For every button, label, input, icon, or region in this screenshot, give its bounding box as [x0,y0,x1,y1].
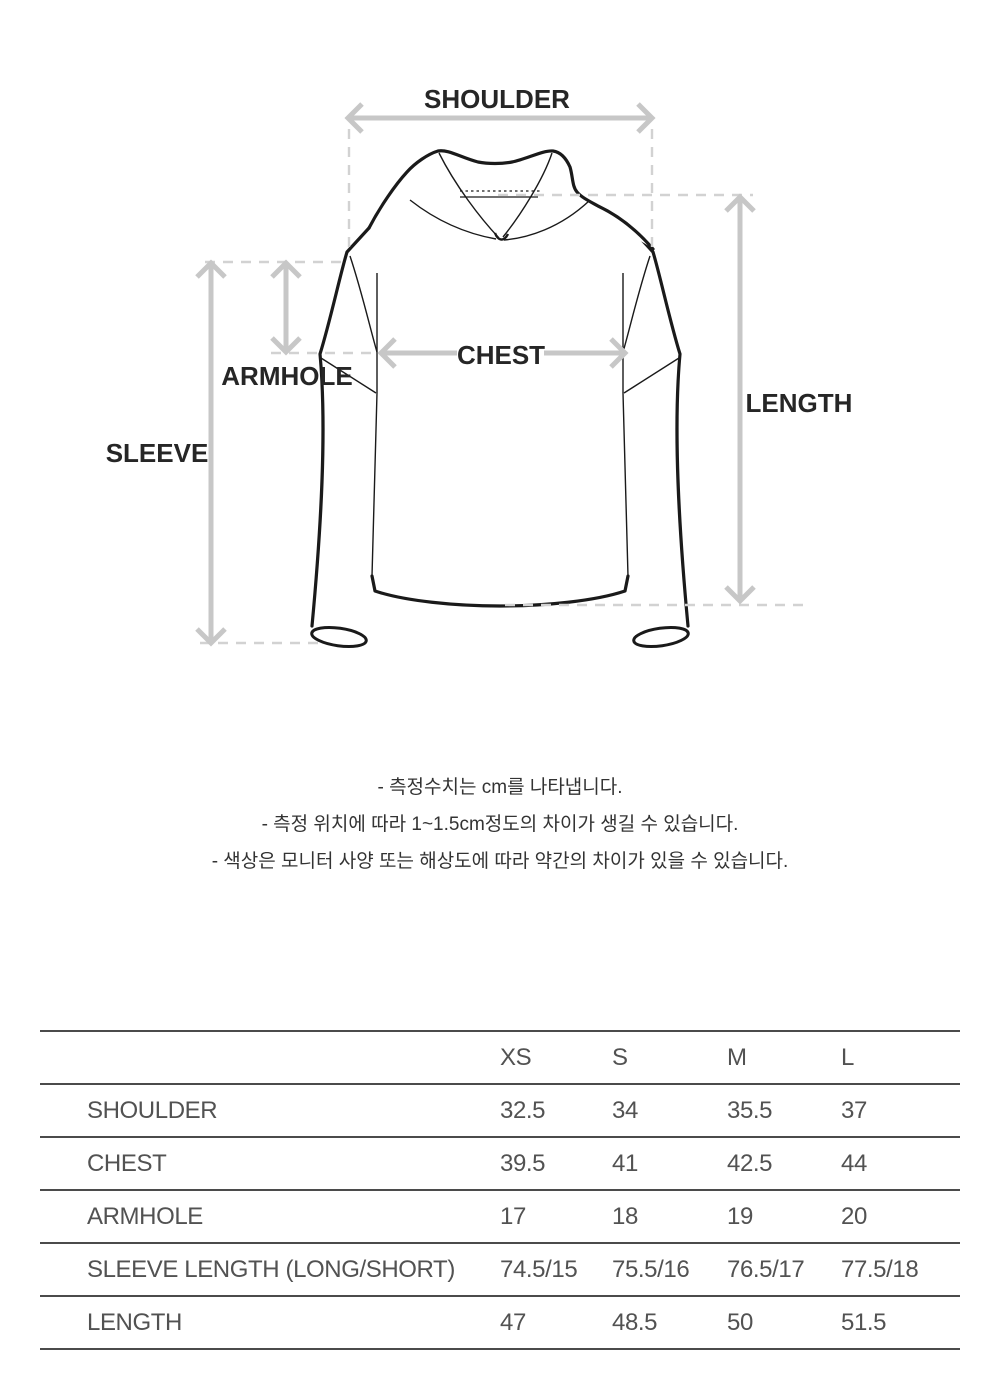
garment-measure-diagram: SHOULDER ARMHOLE SLEEVE CHEST LENGTH [106,84,853,649]
shoulder-arrowhead-right [636,102,656,134]
col-header-xs: XS [500,1043,532,1071]
cell-value: 44 [841,1149,867,1177]
measurement-notes: - 측정수치는 cm를 나타냅니다. - 측정 위치에 따라 1~1.5cm정도… [0,769,1000,880]
hood-outline [367,149,655,251]
cell-value: 75.5/16 [612,1255,690,1283]
col-header-l: L [841,1043,854,1071]
garment-sketch [200,149,690,649]
right-underarm-seam [622,255,651,353]
left-underarm-seam [349,255,378,353]
cell-value: 48.5 [612,1308,658,1336]
armhole-arrowhead-top [270,259,302,279]
hood-fill [369,150,653,249]
size-table-header-row: XS S M L [40,1030,960,1083]
vneck-point [493,232,510,241]
cell-value: 18 [612,1202,638,1230]
dimension-labels: SHOULDER ARMHOLE SLEEVE CHEST LENGTH [106,84,853,468]
cell-value: 39.5 [500,1149,546,1177]
shoulder-label: SHOULDER [424,84,570,114]
cell-value: 34 [612,1096,638,1124]
chest-arrowhead-right [609,337,629,369]
table-row-chest: CHEST 39.5 41 42.5 44 [40,1136,960,1189]
length-arrowhead-top [724,193,756,213]
left-short-sleeve-hem [320,357,377,394]
cell-value: 19 [727,1202,753,1230]
cell-value: 17 [500,1202,526,1230]
cell-value: 50 [727,1308,753,1336]
cell-value: 20 [841,1202,867,1230]
right-short-sleeve-hem [623,357,680,394]
cell-value: 47 [500,1308,526,1336]
chest-label: CHEST [457,340,545,370]
body-fill [320,228,680,606]
sleeve-arrowhead-bottom [195,627,227,647]
cell-value: 37 [841,1096,867,1124]
hem-outline [370,574,630,608]
cell-value: 35.5 [727,1096,773,1124]
right-inner-sleeve-edge [622,273,629,577]
hood-vneck-left [438,152,500,239]
collar-sweep-right [503,200,590,241]
sleeve-arrowhead-top [195,259,227,279]
length-label: LENGTH [746,388,853,418]
table-row-length: LENGTH 47 48.5 50 51.5 [40,1295,960,1348]
armhole-arrowhead-bottom [270,336,302,356]
row-label: SHOULDER [87,1096,218,1124]
cell-value: 51.5 [841,1308,887,1336]
note-line-unit: - 측정수치는 cm를 나타냅니다. [377,777,623,798]
size-table: XS S M L SHOULDER 32.5 34 35.5 37 CHEST … [40,1030,960,1350]
col-header-m: M [727,1043,747,1071]
measurement-guides [195,102,808,647]
chest-arrowhead-left [377,337,397,369]
row-label: ARMHOLE [87,1202,203,1230]
table-row-sleeve-length: SLEEVE LENGTH (LONG/SHORT) 74.5/15 75.5/… [40,1242,960,1295]
cell-value: 42.5 [727,1149,773,1177]
cell-value: 32.5 [500,1096,546,1124]
row-label: LENGTH [87,1308,182,1336]
cell-value: 76.5/17 [727,1255,805,1283]
note-line-tolerance: - 측정 위치에 따라 1~1.5cm정도의 차이가 생길 수 있습니다. [261,814,739,835]
row-label: CHEST [87,1149,167,1177]
right-cuff [632,625,690,649]
left-long-sleeve [312,354,377,646]
collar-sweep-left [409,199,497,240]
row-label: SLEEVE LENGTH (LONG/SHORT) [87,1255,455,1283]
armhole-label: ARMHOLE [221,361,352,391]
shoulder-arrowhead-left [344,102,364,134]
note-line-color: - 색상은 모니터 사양 또는 해상도에 따라 약간의 차이가 있을 수 있습니… [211,851,789,872]
left-inner-sleeve-edge [371,273,378,577]
cell-value: 74.5/15 [500,1255,578,1283]
left-cuff [310,625,368,649]
length-arrowhead-bottom [724,585,756,605]
right-outline [629,226,690,628]
table-row-armhole: ARMHOLE 17 18 19 20 [40,1189,960,1242]
sleeve-label: SLEEVE [106,438,209,468]
cell-value: 77.5/18 [841,1255,919,1283]
right-long-sleeve [623,354,688,646]
table-row-shoulder: SHOULDER 32.5 34 35.5 37 [40,1083,960,1136]
cell-value: 41 [612,1149,638,1177]
left-outline [310,226,371,628]
col-header-s: S [612,1043,628,1071]
